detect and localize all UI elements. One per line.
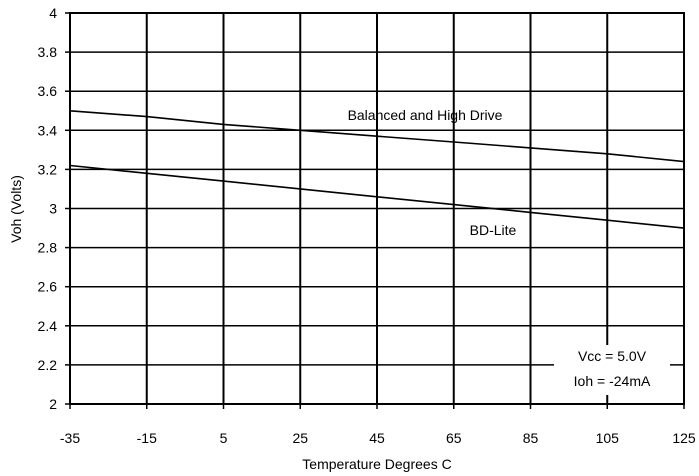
data-point (299, 188, 302, 190)
y-tick-label: 3.2 (38, 161, 58, 177)
y-tick-label: 3 (49, 201, 57, 217)
data-point (222, 123, 225, 126)
x-tick-label: 5 (220, 430, 228, 446)
y-tick-label: 4 (49, 5, 57, 21)
x-tick-label: 45 (369, 430, 385, 446)
data-point (529, 147, 532, 149)
y-tick-label: 3.8 (38, 44, 58, 60)
x-tick-label: 65 (446, 430, 462, 446)
y-tick-label: 3.6 (38, 83, 58, 99)
data-point (222, 180, 225, 182)
data-point (299, 129, 302, 132)
y-tick-label: 2.4 (38, 318, 58, 334)
data-point (529, 211, 532, 214)
y-tick-label: 2.8 (38, 240, 58, 256)
y-tick-label: 2.2 (38, 357, 58, 373)
annotation-ioh: Ioh = -24mA (574, 373, 651, 389)
annotation-box (554, 345, 670, 395)
y-tick-label: 3.4 (38, 122, 58, 138)
y-tick-label: 2 (49, 396, 57, 412)
plot-border (69, 12, 685, 405)
data-point (452, 203, 455, 206)
x-tick-label: 125 (672, 430, 696, 446)
x-tick-label: -15 (137, 430, 157, 446)
data-point (452, 141, 455, 143)
data-point (606, 219, 609, 222)
x-axis-title: Temperature Degrees C (302, 456, 451, 472)
x-tick-label: 25 (292, 430, 308, 446)
data-point (376, 135, 378, 137)
x-tick-label: -35 (60, 430, 80, 446)
data-point (606, 152, 609, 155)
series-label-bd-lite: BD-Lite (470, 222, 517, 238)
data-point (145, 115, 148, 118)
y-tick-labels: 2 2.2 2.4 2.6 2.8 3 3.2 3.4 3.6 3.8 4 (38, 5, 58, 412)
data-point (145, 172, 148, 175)
annotation-vcc: Vcc = 5.0V (578, 348, 647, 364)
grid (69, 12, 685, 405)
x-tick-labels: -35 -15 5 25 45 65 85 105 125 (60, 430, 696, 446)
data-point (376, 195, 378, 198)
x-tick-label: 105 (596, 430, 620, 446)
y-axis-title: Voh (Volts) (8, 175, 24, 243)
x-tick-label: 85 (523, 430, 539, 446)
series-label-balanced-high-drive: Balanced and High Drive (348, 107, 503, 123)
y-tick-label: 2.6 (38, 279, 58, 295)
plot-frame (65, 12, 685, 409)
